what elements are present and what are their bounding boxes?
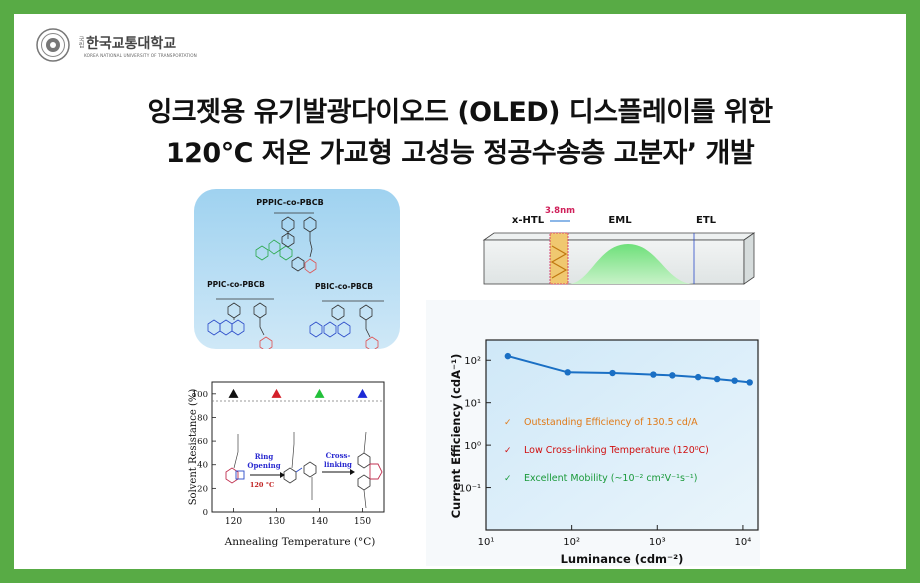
ce-annotations: ✓ Outstanding Efficiency of 130.5 cd/A ✓… [504,417,709,484]
university-logo: 국립 한국교통대학교 KOREA NATIONAL UNIVERSITY OF … [36,28,197,62]
sr-y-tick-label: 60 [197,437,208,447]
ce-y-tick-label: 10⁰ [464,441,481,452]
ce-point [650,371,657,378]
headline-line1: 잉크젯용 유기발광다이오드 (OLED) 디스플레이를 위한 [147,97,773,128]
sr-point [228,388,239,398]
ann3-mark: ✓ [504,474,512,484]
reaction-step2-a: Cross- [326,451,351,460]
efficiency-chart: 10⁻¹ 10⁰ 10¹ 10² 10¹ 10² 10³ 10⁴ Current Effic… [426,300,760,566]
ce-point [694,373,702,381]
sr-y-tick-label: 100 [192,390,208,400]
reaction-step2-b: linking [324,460,352,469]
sr-xlabel: Annealing Temperature (°C) [224,536,376,548]
ce-xlabel: Luminance (cdm⁻²) [561,552,684,566]
label-pppic: PPPIC-co-PBCB [256,198,323,207]
sr-point [357,388,368,398]
logo-prefix: 국립 [77,35,84,48]
reaction-scheme [225,431,383,509]
label-ppic: PPIC-co-PBCB [207,280,265,289]
reaction-step1-b: Opening [247,461,280,470]
pppic-structure [255,212,317,274]
ce-x-tick-label: 10² [563,537,580,548]
ce-y-tick-label: 10² [464,356,481,367]
sr-x-tick-label: 120 [225,517,242,527]
sr-ylabel: Solvent Resistance (%) [188,389,199,506]
layer-etl-label: ETL [696,215,717,226]
sr-point [314,388,325,398]
ce-point [609,369,616,377]
ce-point [746,379,753,386]
ann2-text: Low Cross-linking Temperature (120⁰C) [524,445,709,456]
ce-point [669,372,676,379]
ann2-mark: ✓ [504,446,512,456]
ann3-text: Excellent Mobility (~10⁻² cm²V⁻¹s⁻¹) [524,473,697,484]
polymer-structures-panel: PPPIC-co-PBCB PPIC-co-PBCB PBIC-co-PBCB [194,189,400,349]
logo-name-en: KOREA NATIONAL UNIVERSITY OF TRANSPORTAT… [84,52,197,58]
sr-y-tick-label: 80 [197,413,208,423]
headline-line2: 120℃ 저온 가교형 고성능 정공수송층 고분자’ 개발 [165,138,755,169]
ce-series-points [504,352,753,386]
sr-x-tick-label: 150 [354,517,371,527]
logo-name-ko: 한국교통대학교 [86,35,177,52]
sr-y-tick-label: 40 [197,461,208,471]
sr-points [228,388,368,398]
thickness-label: 3.8nm [545,206,575,216]
seal-icon [36,28,70,62]
sr-y-tick-label: 20 [197,484,208,494]
ce-point [564,369,571,376]
ppic-structure [207,298,274,349]
layer-xhtl-label: x-HTL [512,215,545,226]
reaction-temp: 120 °C [250,481,274,489]
ce-x-ticks: 10¹ 10² 10³ 10⁴ [478,525,752,548]
pbic-structure [309,300,384,349]
ce-x-tick-label: 10³ [649,537,666,548]
ann1-mark: ✓ [504,418,512,428]
reaction-step1-a: Ring [255,452,274,461]
ce-point [731,377,738,384]
ce-x-tick-label: 10¹ [478,537,495,548]
ce-point [713,375,721,383]
ce-x-tick-label: 10⁴ [735,537,752,548]
ce-point [504,352,512,360]
sr-x-tick-label: 130 [268,517,285,527]
device-schematic: x-HTL EML ETL 3.8nm [482,206,756,285]
sr-y-ticks: 0 20 40 60 80 100 [192,390,216,518]
ce-y-tick-label: 10¹ [464,399,481,410]
label-pbic: PBIC-co-PBCB [315,282,373,291]
ce-y-tick-label: 10⁻¹ [459,484,481,495]
ce-y-ticks: 10⁻¹ 10⁰ 10¹ 10² [459,356,491,495]
sr-x-tick-label: 140 [311,517,328,527]
card: 국립 한국교통대학교 KOREA NATIONAL UNIVERSITY OF … [14,14,906,569]
sr-point [271,388,282,398]
sr-x-ticks: 120 130 140 150 [225,508,371,527]
emission-zone [568,244,694,284]
ann1-text: Outstanding Efficiency of 130.5 cd/A [524,417,698,428]
ce-ylabel: Current Efficiency (cdA⁻¹) [449,354,463,519]
layer-eml-label: EML [608,215,632,226]
solvent-resistance-chart: 0 20 40 60 80 100 120 130 140 150 Solvent Resist… [172,372,402,554]
sr-y-tick-label: 0 [203,508,208,518]
